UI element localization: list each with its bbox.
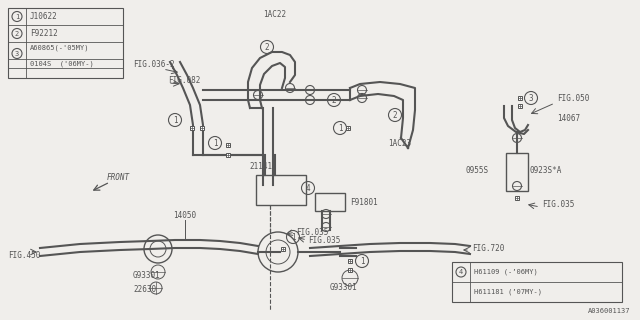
Text: 2: 2 [15,30,19,36]
Text: F92212: F92212 [30,29,58,38]
Text: 1: 1 [291,233,295,242]
Text: 1: 1 [360,257,364,266]
Text: 14050: 14050 [173,211,196,220]
Text: J10622: J10622 [30,12,58,21]
Text: 0923S*A: 0923S*A [530,165,563,174]
Text: 22630: 22630 [133,284,156,293]
Text: 3: 3 [529,93,533,102]
Text: 21141: 21141 [249,162,272,171]
Text: 0104S  ('06MY-): 0104S ('06MY-) [30,61,93,67]
Text: F91801: F91801 [350,197,378,206]
Text: 1AC23: 1AC23 [388,139,411,148]
Text: 2: 2 [265,43,269,52]
Text: FRONT: FRONT [107,172,130,181]
Bar [256,175,306,205]
Text: FIG.035: FIG.035 [542,199,574,209]
Text: FIG.082: FIG.082 [168,76,200,84]
Text: A60865(-'05MY): A60865(-'05MY) [30,45,90,51]
Text: H611181 (’07MY-): H611181 (’07MY-) [474,289,542,295]
Text: FIG.035: FIG.035 [296,228,328,236]
Text: 1: 1 [338,124,342,132]
Text: FIG.450: FIG.450 [8,251,40,260]
Text: 0955S: 0955S [465,165,488,174]
Text: FIG.720: FIG.720 [472,244,504,252]
Text: H61109 (-’06MY): H61109 (-’06MY) [474,269,538,275]
Bar [452,262,622,302]
Text: G93301: G93301 [133,271,161,281]
Text: G93301: G93301 [330,283,358,292]
Text: A036001137: A036001137 [588,308,630,314]
Text: 2: 2 [332,95,336,105]
Bar [315,193,345,211]
Text: 4: 4 [306,183,310,193]
Text: FIG.050: FIG.050 [557,93,589,102]
Text: FIG.035: FIG.035 [308,236,340,244]
Bar [8,8,123,78]
Text: 4: 4 [459,269,463,275]
Text: 3: 3 [15,51,19,57]
Text: 1: 1 [212,139,218,148]
Text: 1: 1 [15,13,19,20]
Bar [506,153,528,191]
Text: 1: 1 [173,116,177,124]
Text: 2: 2 [393,110,397,119]
Text: 14067: 14067 [557,114,580,123]
Text: 1AC22: 1AC22 [264,10,287,19]
Text: FIG.036-2: FIG.036-2 [133,60,175,68]
